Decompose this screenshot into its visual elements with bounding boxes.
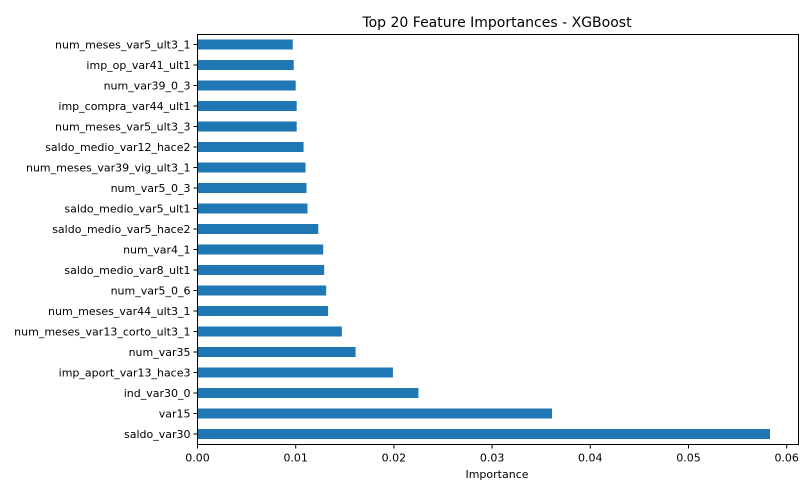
y-tick-label: num_meses_var5_ult3_3 <box>55 121 190 134</box>
chart-title: Top 20 Feature Importances - XGBoost <box>361 15 632 31</box>
y-tick-label: imp_op_var41_ult1 <box>86 59 190 72</box>
bar <box>197 244 324 255</box>
bar <box>197 162 306 173</box>
x-tick-label: 0.04 <box>578 452 603 465</box>
plot-frame <box>197 34 799 445</box>
bar <box>197 121 297 132</box>
y-tick-label: num_var39_0_3 <box>104 80 191 93</box>
bar <box>197 265 325 275</box>
y-tick-label: saldo_medio_var5_ult1 <box>64 203 190 216</box>
bar <box>197 429 771 439</box>
x-tick-label: 0.01 <box>283 452 308 465</box>
y-tick-label: imp_aport_var13_hace3 <box>59 367 191 380</box>
y-tick-label: num_meses_var39_vig_ult3_1 <box>26 162 191 175</box>
bar <box>197 388 419 398</box>
x-axis-ticks: 0.00 0.01 0.02 0.03 0.04 0.05 0.06 <box>185 444 799 465</box>
bar <box>197 408 553 419</box>
y-tick-label: num_var35 <box>129 346 191 359</box>
x-tick-label: 0.05 <box>676 452 701 465</box>
y-tick-label: num_var5_0_3 <box>111 182 191 195</box>
y-tick-label: var15 <box>159 408 191 421</box>
y-tick-label: saldo_medio_var12_hace2 <box>45 141 190 154</box>
y-axis-ticks: num_meses_var5_ult3_1 imp_op_var41_ult1nu… <box>14 39 198 441</box>
x-axis-label: Importance <box>465 468 528 481</box>
y-tick-label: ind_var30_0 <box>124 387 191 400</box>
y-tick-label: num_var5_0_6 <box>111 285 191 298</box>
x-tick-label: 0.00 <box>185 452 210 465</box>
y-tick-label: num_meses_var5_ult3_1 <box>55 39 190 52</box>
y-tick-label: saldo_var30 <box>124 428 191 441</box>
bar <box>197 306 329 316</box>
bar <box>197 142 304 152</box>
x-tick-label: 0.02 <box>382 452 407 465</box>
bar <box>197 347 356 357</box>
x-tick-label: 0.06 <box>774 452 799 465</box>
bar <box>197 367 393 378</box>
y-tick-label: imp_compra_var44_ult1 <box>58 100 190 113</box>
bar <box>197 60 294 70</box>
bar <box>197 101 297 111</box>
bar <box>197 183 307 193</box>
x-tick-label: 0.03 <box>480 452 505 465</box>
bars-group <box>197 39 771 439</box>
y-tick-label: saldo_medio_var5_hace2 <box>52 223 190 236</box>
bar <box>197 39 293 50</box>
y-tick-label: num_meses_var13_corto_ult3_1 <box>14 326 190 339</box>
y-tick-label: saldo_medio_var8_ult1 <box>64 264 190 277</box>
bar <box>197 326 342 337</box>
bar <box>197 203 308 214</box>
bar <box>197 285 327 296</box>
bar <box>197 224 319 234</box>
bar <box>197 80 296 91</box>
y-tick-label: num_meses_var44_ult3_1 <box>48 305 190 318</box>
y-tick-label: num_var4_1 <box>123 244 190 257</box>
